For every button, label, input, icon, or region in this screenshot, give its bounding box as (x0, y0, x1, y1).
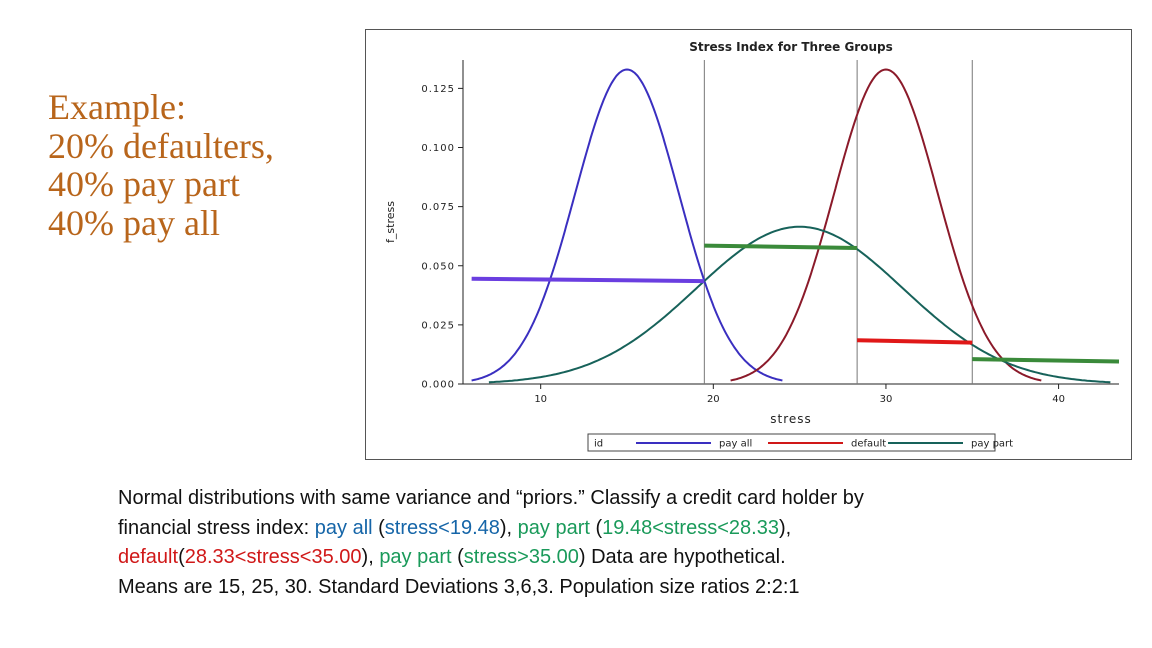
x-axis-label: stress (770, 412, 812, 426)
legend-label: pay part (971, 439, 1013, 450)
y-tick-label: 0.100 (421, 143, 455, 154)
legend-label: pay all (719, 439, 752, 450)
legend-title: id (594, 439, 603, 450)
x-tick-label: 20 (707, 394, 720, 405)
caption-line-3: default(28.33<stress<35.00), pay part (s… (118, 543, 1118, 573)
y-tick-label: 0.000 (421, 380, 455, 391)
caption-text-span: ), (361, 546, 380, 568)
caption-text-span: ( (451, 546, 464, 568)
caption-pay-part-range: stress>35.00 (463, 546, 579, 568)
caption-text-span: Normal distributions with same variance … (118, 487, 864, 509)
caption-pay-part: pay part (517, 516, 590, 539)
caption-text-span: ), (778, 516, 792, 539)
caption-text-span: ( (178, 546, 185, 568)
caption-text-span: financial stress index: (118, 516, 315, 539)
density-curve-pay-all (471, 68, 783, 382)
example-line: 20% defaulters, (48, 125, 274, 166)
caption-text: Normal distributions with same variance … (118, 484, 1118, 602)
caption-default: default (118, 546, 179, 568)
caption-line-4: Means are 15, 25, 30. Standard Deviation… (118, 573, 1118, 603)
caption-text-span: ) Data are hypothetical. (578, 546, 786, 568)
caption-default-range: 28.33<stress<35.00 (184, 546, 362, 568)
y-tick-label: 0.050 (421, 261, 455, 272)
chart-title: Stress Index for Three Groups (689, 40, 893, 54)
caption-pay-all: pay all (314, 516, 373, 539)
density-curve-default (730, 68, 1042, 382)
weighted-segment-pay-part (704, 243, 858, 251)
example-line: 40% pay part (48, 164, 240, 204)
x-tick-label: 40 (1052, 394, 1065, 405)
legend-label: default (851, 439, 886, 450)
caption-text-span: ( (372, 516, 385, 539)
density-curve-pay-part (488, 225, 1111, 384)
example-text-block: Example: 20% defaulters, 40% pay part 40… (48, 88, 274, 242)
caption-pay-part: pay part (379, 546, 452, 568)
x-tick-label: 30 (880, 394, 893, 405)
caption-text-span: ( (589, 516, 603, 539)
weighted-segment-default (857, 338, 973, 345)
stress-density-chart: Stress Index for Three Groups 0.000 0.025 0… (384, 40, 1120, 452)
weighted-segment-pay-part (972, 357, 1120, 364)
y-axis-label: f_stress (384, 201, 397, 243)
example-line: 40% pay all (48, 202, 220, 243)
caption-pay-part-range: 19.48<stress<28.33 (602, 516, 779, 539)
x-tick-label: 10 (534, 394, 547, 405)
caption-text-span: Means are 15, 25, 30. Standard Deviation… (118, 575, 800, 598)
weighted-segment-pay-all (471, 276, 705, 284)
caption-line-2: financial stress index: pay all (stress<… (118, 514, 1118, 544)
caption-pay-all-range: stress<19.48 (384, 516, 500, 539)
y-tick-label: 0.025 (421, 320, 455, 331)
chart-frame: Stress Index for Three Groups 0.000 0.025 0… (365, 29, 1132, 460)
y-tick-label: 0.125 (421, 84, 455, 95)
caption-text-span: ), (499, 516, 518, 539)
example-line: Example: (48, 87, 186, 127)
caption-line-1: Normal distributions with same variance … (118, 484, 1118, 514)
y-tick-label: 0.075 (421, 202, 455, 213)
